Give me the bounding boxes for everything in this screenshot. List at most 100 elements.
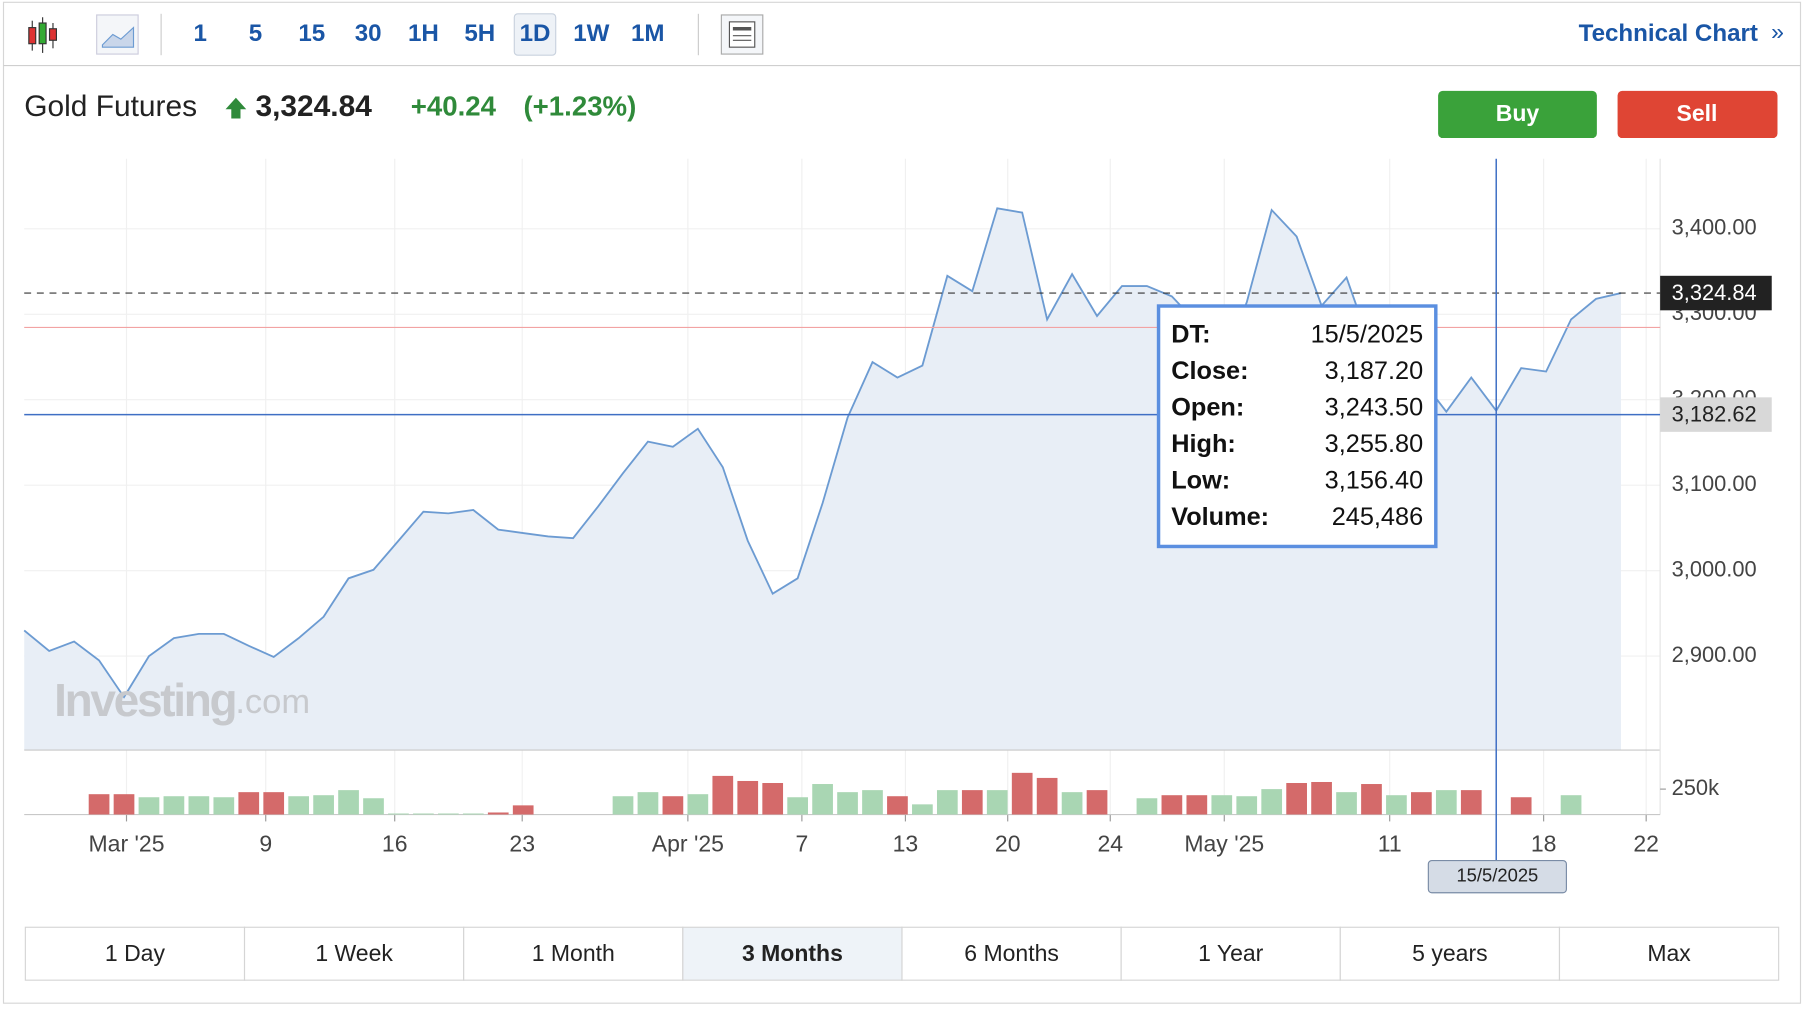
interval[interactable]: 1D [520, 20, 551, 47]
volume-bar [1361, 784, 1382, 815]
tooltip-value: 15/5/2025 [1311, 321, 1424, 349]
volume-bar [1336, 792, 1357, 815]
y-tick-label: 3,400.00 [1672, 215, 1757, 240]
x-tick-label: 7 [795, 831, 808, 857]
watermark: Investing.com [54, 674, 310, 726]
crosshair-value-box [1660, 397, 1772, 432]
volume-bar [837, 792, 858, 815]
technical-chart-link[interactable]: Technical Chart [1579, 20, 1758, 47]
price: 3,324.84 [255, 90, 372, 123]
volume-bar [163, 796, 185, 815]
tooltip-key: Close: [1171, 357, 1248, 385]
tooltip-value: 245,486 [1332, 503, 1423, 531]
range-label[interactable]: 1 Day [105, 940, 166, 966]
volume-tick-label: 250k [1672, 775, 1719, 800]
x-tick-label: 11 [1378, 831, 1402, 857]
range-button[interactable] [243, 926, 465, 981]
volume-bar [662, 796, 684, 815]
x-tick-label: 13 [893, 831, 919, 857]
volume-bar [961, 790, 983, 815]
interval[interactable]: 5H [464, 20, 495, 47]
buy-button[interactable]: Buy [1438, 90, 1597, 139]
volume-bar [1510, 797, 1532, 815]
volume-bar [213, 797, 235, 815]
x-tick-label: 16 [382, 831, 408, 857]
range-label[interactable]: 1 Month [532, 940, 615, 966]
x-tick-label: Mar '25 [89, 831, 165, 857]
change-percent: (+1.23%) [524, 90, 637, 121]
line-icon[interactable] [96, 14, 139, 55]
x-tick-label: 24 [1097, 831, 1123, 857]
volume-bar [1086, 790, 1108, 815]
volume-bar [437, 813, 459, 815]
interval[interactable]: 1H [408, 20, 439, 47]
tooltip-value: 3,243.50 [1325, 394, 1423, 422]
sell-label[interactable]: Sell [1676, 100, 1717, 126]
y-tick-label: 2,900.00 [1672, 642, 1757, 667]
volume-bar [812, 784, 833, 815]
interval[interactable]: 5 [249, 20, 262, 47]
candle-icon[interactable] [28, 17, 58, 53]
crosshair-value-label: 3,182.62 [1672, 402, 1757, 427]
range-button[interactable] [24, 926, 246, 981]
volume-bar [862, 790, 883, 815]
range-button[interactable] [682, 926, 903, 981]
buy-label[interactable]: Buy [1496, 100, 1540, 126]
volume-bar [388, 813, 409, 815]
price-line [23, 207, 1622, 699]
range-button[interactable] [1339, 926, 1561, 981]
volume-bar [188, 796, 210, 815]
range-button[interactable] [1558, 926, 1780, 981]
volume-bar [912, 804, 933, 815]
x-tick-label: 18 [1531, 831, 1557, 857]
up-arrow [225, 97, 247, 119]
chart: Mar '25 9 16 23 Apr '25 7 13 20 24 May '25 11 18 22 2… [23, 158, 1772, 894]
layout-icon[interactable] [720, 14, 764, 55]
volume-bar [462, 813, 484, 815]
range-label[interactable]: 3 Months [742, 940, 843, 966]
volume-bar [1011, 772, 1033, 815]
sell-button[interactable]: Sell [1617, 90, 1778, 139]
volume-bar [88, 794, 110, 815]
interval[interactable]: 30 [355, 20, 382, 47]
x-tick-label: 22 [1633, 831, 1659, 857]
range-label[interactable]: Max [1647, 940, 1691, 966]
range-label[interactable]: 6 Months [964, 940, 1059, 966]
volume-bar [413, 813, 434, 815]
volume-bar [787, 797, 808, 815]
range-label[interactable]: 5 years [1412, 940, 1487, 966]
range-label[interactable]: 1 Year [1198, 940, 1264, 966]
volume-bar [313, 795, 334, 815]
watermark-suffix: .com [235, 683, 310, 721]
tooltip-value: 3,255.80 [1325, 430, 1423, 458]
range-button[interactable] [463, 926, 684, 981]
volume-bar [1236, 796, 1258, 815]
volume-bar [1460, 790, 1482, 815]
link-arrow[interactable]: » [1771, 18, 1784, 44]
volume-bar [1186, 795, 1208, 815]
interval[interactable]: 15 [298, 20, 325, 47]
volume-bar [238, 792, 260, 815]
volume-bar [1136, 798, 1158, 815]
range-button[interactable] [901, 926, 1122, 981]
x-tick-label: 9 [259, 831, 272, 857]
tooltip-value: 3,187.20 [1325, 357, 1423, 385]
interval[interactable]: 1M [631, 20, 665, 47]
volume-bar [1061, 792, 1083, 815]
volume-bar [263, 792, 285, 815]
volume-bar [762, 783, 784, 815]
x-tick-label: Apr '25 [652, 831, 724, 857]
volume-bar [712, 775, 734, 815]
volume-bar [363, 798, 384, 815]
volume-bar [1435, 790, 1457, 815]
crosshair-date-box [1427, 859, 1567, 894]
interval[interactable]: 1 [194, 20, 207, 47]
volume-bar [1311, 781, 1332, 815]
volume-bar [1211, 795, 1233, 815]
volume-bar [512, 805, 534, 815]
last-price-label: 3,324.84 [1672, 280, 1757, 305]
crosshair-date-label: 15/5/2025 [1456, 864, 1538, 885]
range-label[interactable]: 1 Week [315, 940, 393, 966]
volume-bar [936, 790, 958, 815]
interval[interactable]: 1W [573, 20, 609, 47]
